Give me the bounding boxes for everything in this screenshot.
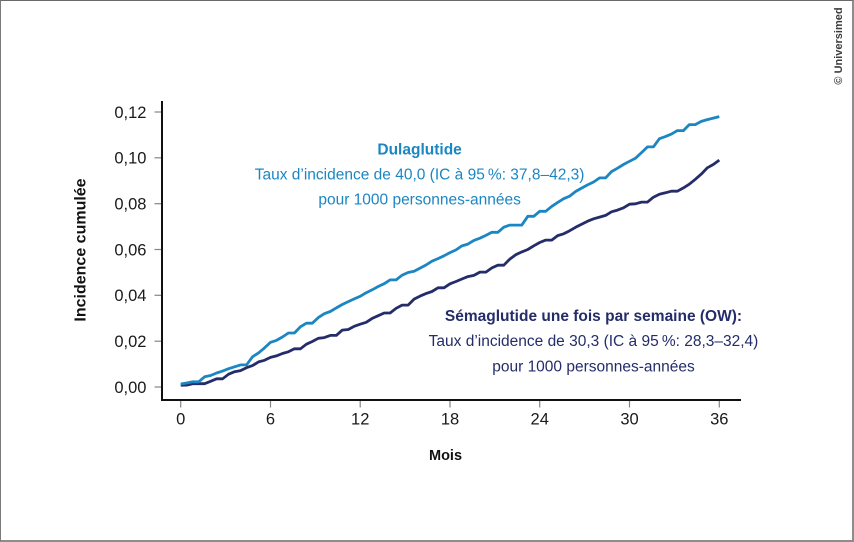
svg-text:30: 30: [620, 410, 638, 428]
svg-text:Taux d’incidence de 30,3 (IC à: Taux d’incidence de 30,3 (IC à 95 %: 28,…: [429, 333, 759, 350]
svg-text:0,00: 0,00: [114, 379, 146, 397]
svg-text:24: 24: [531, 410, 549, 428]
svg-text:pour 1000 personnes-années: pour 1000 personnes-années: [318, 191, 521, 208]
svg-text:6: 6: [266, 410, 275, 428]
svg-text:0,12: 0,12: [114, 104, 146, 122]
svg-text:0,10: 0,10: [114, 150, 146, 168]
svg-text:Dulaglutide: Dulaglutide: [377, 141, 462, 158]
svg-text:© Universimed: © Universimed: [833, 7, 845, 84]
svg-text:18: 18: [441, 410, 459, 428]
svg-text:Taux d’incidence de 40,0 (IC à: Taux d’incidence de 40,0 (IC à 95 %: 37,…: [255, 166, 585, 183]
svg-text:pour 1000 personnes-années: pour 1000 personnes-années: [492, 359, 695, 376]
svg-text:0,08: 0,08: [114, 196, 146, 214]
svg-text:Mois: Mois: [429, 448, 462, 464]
svg-text:36: 36: [710, 410, 728, 428]
svg-text:0,06: 0,06: [114, 241, 146, 259]
svg-text:Sémaglutide une fois par semai: Sémaglutide une fois par semaine (OW):: [445, 308, 742, 325]
svg-text:0,04: 0,04: [114, 287, 146, 305]
svg-text:Incidence cumulée: Incidence cumulée: [73, 178, 90, 321]
svg-text:0: 0: [176, 410, 185, 428]
svg-text:0,02: 0,02: [114, 333, 146, 351]
svg-text:12: 12: [351, 410, 369, 428]
